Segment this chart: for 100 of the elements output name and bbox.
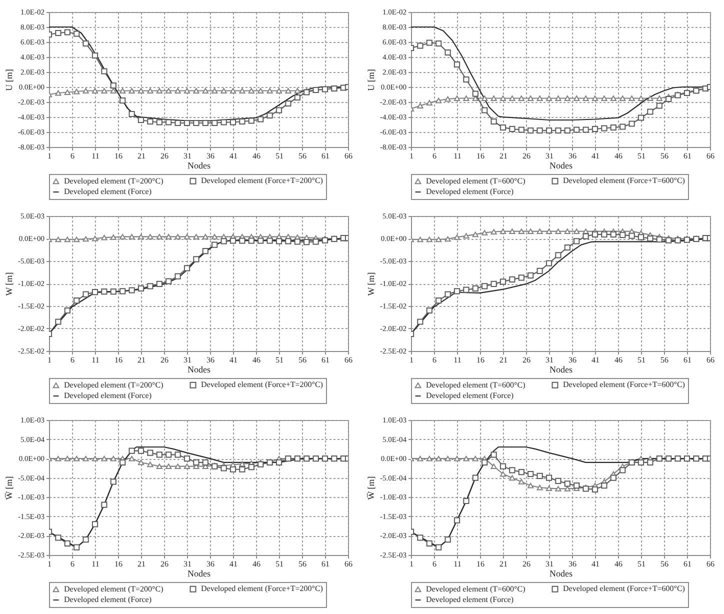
y-axis-title: W [m] [366,272,376,296]
x-axis-title: Nodes [550,568,573,578]
y-axis-title: W [m] [4,272,14,296]
x-tick-label: 51 [276,356,284,364]
x-tick-label: 6 [70,356,74,364]
x-tick-label: 36 [206,356,214,364]
x-tick-label: 46 [252,356,260,364]
x-tick-label: 11 [92,356,100,364]
legend-label: Developed element (Force+T=200°C) [201,380,324,390]
x-tick-label: 41 [592,152,600,160]
x-tick-label: 16 [476,356,484,364]
x-tick-label: 1 [48,152,52,160]
legend-label: Developed element (T=200°C) [64,584,164,594]
x-tick-label: 41 [230,152,238,160]
x-tick-label: 6 [70,560,74,568]
x-tick-label: 51 [638,560,646,568]
x-tick-label: 11 [454,152,462,160]
x-tick-label: 6 [432,560,436,568]
x-tick-label: 66 [706,356,714,364]
x-tick-label: 66 [344,356,352,364]
legend-label: Developed element (Force) [64,595,152,604]
x-tick-label: 16 [476,560,484,568]
x-tick-label: 6 [432,356,436,364]
x-tick-label: 26 [160,560,168,568]
x-tick-label: 61 [322,560,330,568]
x-tick-label: 11 [92,560,100,568]
x-tick-label: 61 [684,152,692,160]
x-tick-label: 56 [660,560,668,568]
x-tick-label: 21 [138,560,146,568]
x-tick-label: 31 [184,152,192,160]
legend-label: Developed element (Force+T=600°C) [563,176,686,186]
legend-label: Developed element (Force) [426,595,514,604]
y-axis-title: U [m] [4,69,14,91]
legend-label: Developed element (Force+T=600°C) [563,380,686,390]
x-tick-label: 46 [614,560,622,568]
x-tick-label: 6 [70,152,74,160]
x-tick-label: 21 [500,560,508,568]
legend-label: Developed element (Force) [426,187,514,196]
x-tick-label: 16 [114,152,122,160]
x-tick-label: 46 [614,152,622,160]
x-tick-label: 26 [522,152,530,160]
x-tick-label: 51 [638,152,646,160]
legend-label: Developed element (Force) [64,187,152,196]
x-axis-title: Nodes [188,160,211,170]
x-tick-label: 56 [298,356,306,364]
x-axis-title: Nodes [188,364,211,374]
x-tick-label: 26 [160,152,168,160]
x-tick-label: 51 [638,356,646,364]
x-tick-label: 31 [546,356,554,364]
x-tick-label: 46 [252,560,260,568]
x-tick-label: 56 [298,560,306,568]
x-tick-label: 36 [206,152,214,160]
x-tick-label: 36 [568,356,576,364]
x-tick-label: 21 [500,152,508,160]
x-tick-label: 26 [522,356,530,364]
x-tick-label: 21 [138,356,146,364]
legend-label: Developed element (T=200°C) [64,176,164,186]
x-tick-label: 51 [276,152,284,160]
x-tick-label: 26 [160,356,168,364]
x-axis-title: Nodes [188,568,211,578]
x-tick-label: 36 [206,560,214,568]
y-axis-title: W̅ [m] [4,476,14,500]
x-tick-label: 61 [684,356,692,364]
x-tick-label: 21 [500,356,508,364]
y-axis-title: W̅ [m] [366,476,376,500]
x-tick-label: 46 [252,152,260,160]
x-tick-label: 51 [276,560,284,568]
x-tick-label: 66 [706,152,714,160]
legend-label: Developed element (T=600°C) [426,584,526,594]
legend-label: Developed element (T=200°C) [64,380,164,390]
x-tick-label: 1 [410,356,414,364]
legend-label: Developed element (Force+T=200°C) [201,584,324,594]
x-tick-label: 66 [706,560,714,568]
x-tick-label: 61 [322,152,330,160]
x-tick-label: 66 [344,152,352,160]
x-tick-label: 26 [522,560,530,568]
x-tick-label: 41 [592,356,600,364]
x-tick-label: 36 [568,152,576,160]
x-tick-label: 31 [546,560,554,568]
x-tick-label: 16 [476,152,484,160]
x-tick-label: 11 [454,356,462,364]
legend-label: Developed element (Force+T=200°C) [201,176,324,186]
x-tick-label: 1 [48,356,52,364]
x-tick-label: 36 [568,560,576,568]
x-axis-title: Nodes [550,364,573,374]
x-tick-label: 16 [114,560,122,568]
x-tick-label: 61 [684,560,692,568]
x-tick-label: 1 [48,560,52,568]
x-tick-label: 46 [614,356,622,364]
legend-label: Developed element (T=600°C) [426,380,526,390]
x-tick-label: 31 [184,560,192,568]
x-tick-label: 31 [546,152,554,160]
x-tick-label: 41 [592,560,600,568]
x-tick-label: 56 [298,152,306,160]
x-tick-label: 56 [660,152,668,160]
x-tick-label: 11 [92,152,100,160]
x-tick-label: 16 [114,356,122,364]
x-tick-label: 41 [230,356,238,364]
legend-label: Developed element (T=600°C) [426,176,526,186]
x-tick-label: 41 [230,560,238,568]
